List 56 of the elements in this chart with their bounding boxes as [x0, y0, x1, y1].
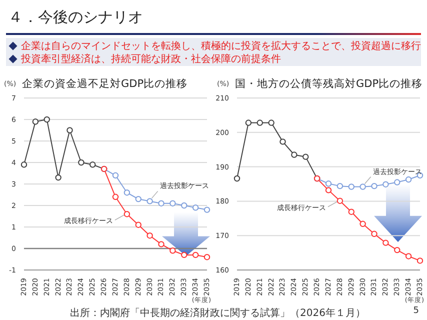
text: 投資牽引型経済は、持続可能な財政・社会保障の前提条件	[21, 52, 281, 66]
point	[146, 232, 153, 239]
point	[158, 241, 164, 248]
point	[371, 230, 378, 237]
point	[360, 220, 366, 228]
point	[158, 200, 164, 206]
text: 出所：内閣府「中長期の経済財政に関する試算」（2026年１月）	[70, 306, 366, 320]
point	[245, 120, 252, 126]
point	[405, 253, 412, 260]
point	[336, 182, 344, 190]
point	[371, 182, 378, 190]
point	[135, 222, 142, 228]
point	[204, 206, 210, 213]
chart-title: 企業の資金過不足対GDP比の推移	[22, 77, 188, 91]
text: 5	[413, 306, 419, 316]
point	[66, 127, 73, 134]
chart-title: 国・地方の公債等残高対GDP比の推移	[235, 77, 423, 91]
point	[302, 154, 309, 160]
point	[382, 240, 389, 246]
point	[78, 159, 84, 166]
point	[181, 252, 188, 258]
point	[192, 204, 199, 211]
point	[181, 202, 188, 209]
point	[382, 181, 389, 188]
point	[280, 138, 286, 145]
point	[204, 254, 210, 260]
point	[325, 187, 332, 194]
text: ４．今後のシナリオ	[8, 8, 143, 27]
point	[291, 152, 298, 158]
point	[170, 200, 176, 206]
point	[394, 246, 400, 254]
point	[348, 208, 354, 215]
point	[170, 248, 176, 254]
point	[268, 120, 274, 126]
point	[112, 172, 119, 178]
text: 企業は自らのマインドセットを転換し、積極的に投資を拡大することで、投資超過に移行	[21, 40, 421, 53]
point	[405, 176, 412, 183]
point	[44, 116, 50, 123]
point	[394, 179, 400, 186]
point	[325, 180, 332, 187]
point	[124, 190, 130, 196]
point	[55, 174, 62, 181]
point	[348, 184, 354, 190]
point	[416, 258, 424, 264]
point	[32, 118, 39, 125]
point	[192, 252, 199, 258]
point	[112, 194, 119, 200]
point	[336, 198, 344, 204]
point	[234, 175, 240, 182]
point	[256, 120, 263, 126]
point	[20, 162, 28, 168]
point	[135, 196, 142, 202]
point	[90, 162, 96, 168]
point	[146, 198, 153, 204]
point	[360, 184, 366, 190]
point	[124, 211, 130, 218]
